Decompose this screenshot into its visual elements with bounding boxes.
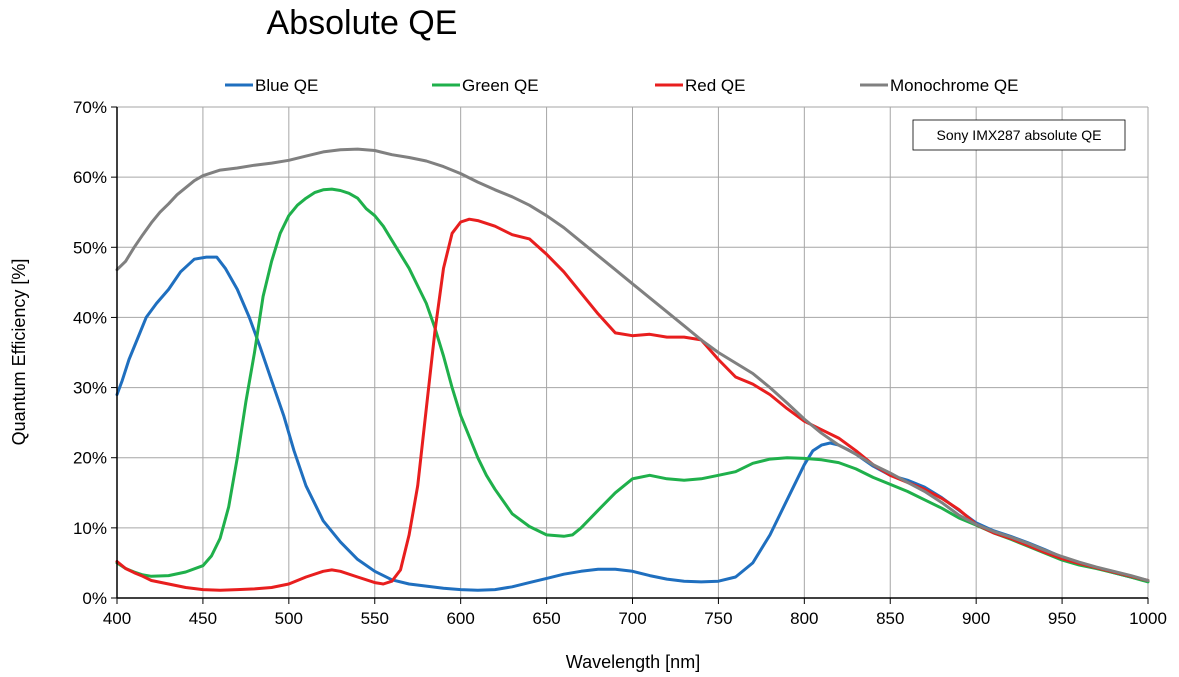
x-tick-label: 1000 <box>1129 609 1167 628</box>
grid <box>117 106 1149 598</box>
y-tick-label: 50% <box>73 238 107 257</box>
x-axis-label: Wavelength [nm] <box>566 652 700 672</box>
x-tick-label: 900 <box>962 609 990 628</box>
legend-label: Monochrome QE <box>890 76 1019 95</box>
x-tick-label: 550 <box>361 609 389 628</box>
y-tick-label: 30% <box>73 379 107 398</box>
annotation-frame <box>912 119 1126 151</box>
annotation-box: Sony IMX287 absolute QE <box>912 119 1126 151</box>
legend-label: Green QE <box>462 76 539 95</box>
x-tick-label: 750 <box>704 609 732 628</box>
y-tick-label: 70% <box>73 98 107 117</box>
y-tick-label: 10% <box>73 519 107 538</box>
x-tick-label: 700 <box>618 609 646 628</box>
x-tick-label: 450 <box>189 609 217 628</box>
x-tick-label: 400 <box>103 609 131 628</box>
x-tick-label: 850 <box>876 609 904 628</box>
legend-label: Blue QE <box>255 76 318 95</box>
y-tick-label: 20% <box>73 449 107 468</box>
chart-title: Absolute QE <box>267 4 458 42</box>
series-line-red-qe <box>115 217 1150 592</box>
x-tick-label: 950 <box>1048 609 1076 628</box>
tick-labels: 400 450 500 550 600 650 700 750 800 850 900 950 1000… <box>73 98 1167 628</box>
legend: Blue QE Green QE Red QE Monochrome QE <box>225 76 1019 95</box>
annotation-text: Sony IMX287 absolute QE <box>937 127 1102 143</box>
x-tick-label: 800 <box>790 609 818 628</box>
y-tick-label: 0% <box>82 589 107 608</box>
series-group <box>115 147 1150 592</box>
series-line-monochrome-qe <box>115 147 1150 582</box>
x-tick-label: 650 <box>532 609 560 628</box>
series-line-green-qe <box>115 187 1150 584</box>
y-axis-label: Quantum Efficiency [%] <box>9 259 29 446</box>
x-tick-label: 500 <box>275 609 303 628</box>
y-tick-label: 60% <box>73 168 107 187</box>
x-tick-label: 600 <box>446 609 474 628</box>
y-tick-label: 40% <box>73 308 107 327</box>
legend-label: Red QE <box>685 76 745 95</box>
